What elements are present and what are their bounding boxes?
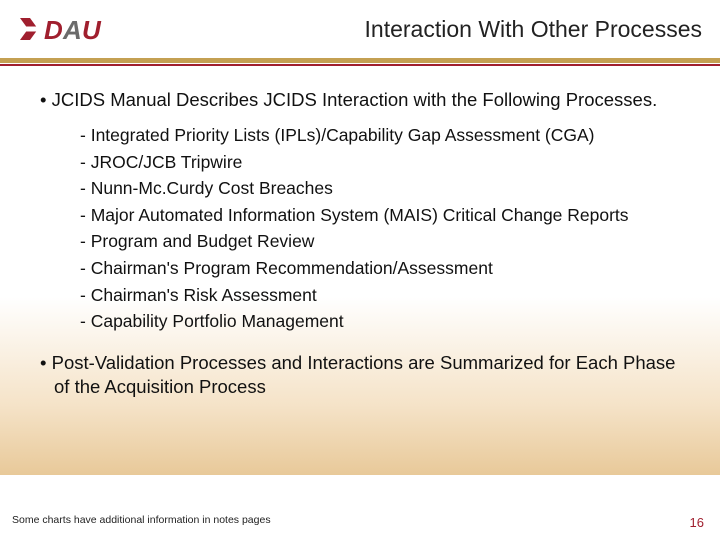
sub-item: Major Automated Information System (MAIS… xyxy=(78,202,690,229)
sub-item: Integrated Priority Lists (IPLs)/Capabil… xyxy=(78,122,690,149)
slide-content: JCIDS Manual Describes JCIDS Interaction… xyxy=(0,66,720,419)
sub-item: Chairman's Risk Assessment xyxy=(78,282,690,309)
sub-item: Program and Budget Review xyxy=(78,228,690,255)
bullet-main-2: Post-Validation Processes and Interactio… xyxy=(30,351,690,399)
sub-item: JROC/JCB Tripwire xyxy=(78,149,690,176)
sub-item: Chairman's Program Recommendation/Assess… xyxy=(78,255,690,282)
bullet-main-1: JCIDS Manual Describes JCIDS Interaction… xyxy=(30,88,690,112)
slide-title: Interaction With Other Processes xyxy=(365,16,702,43)
sub-item: Nunn-Mc.Curdy Cost Breaches xyxy=(78,175,690,202)
slide-header: D A U Interaction With Other Processes xyxy=(0,0,720,58)
footnote: Some charts have additional information … xyxy=(12,514,271,526)
sub-bullet-list: Integrated Priority Lists (IPLs)/Capabil… xyxy=(30,122,690,335)
svg-text:A: A xyxy=(62,15,82,45)
dau-logo-svg: D A U xyxy=(18,12,110,46)
svg-text:D: D xyxy=(44,15,63,45)
sub-item: Capability Portfolio Management xyxy=(78,308,690,335)
divider-gold xyxy=(0,58,720,63)
page-number: 16 xyxy=(690,515,704,530)
svg-text:U: U xyxy=(82,15,102,45)
dau-logo: D A U xyxy=(18,12,110,46)
